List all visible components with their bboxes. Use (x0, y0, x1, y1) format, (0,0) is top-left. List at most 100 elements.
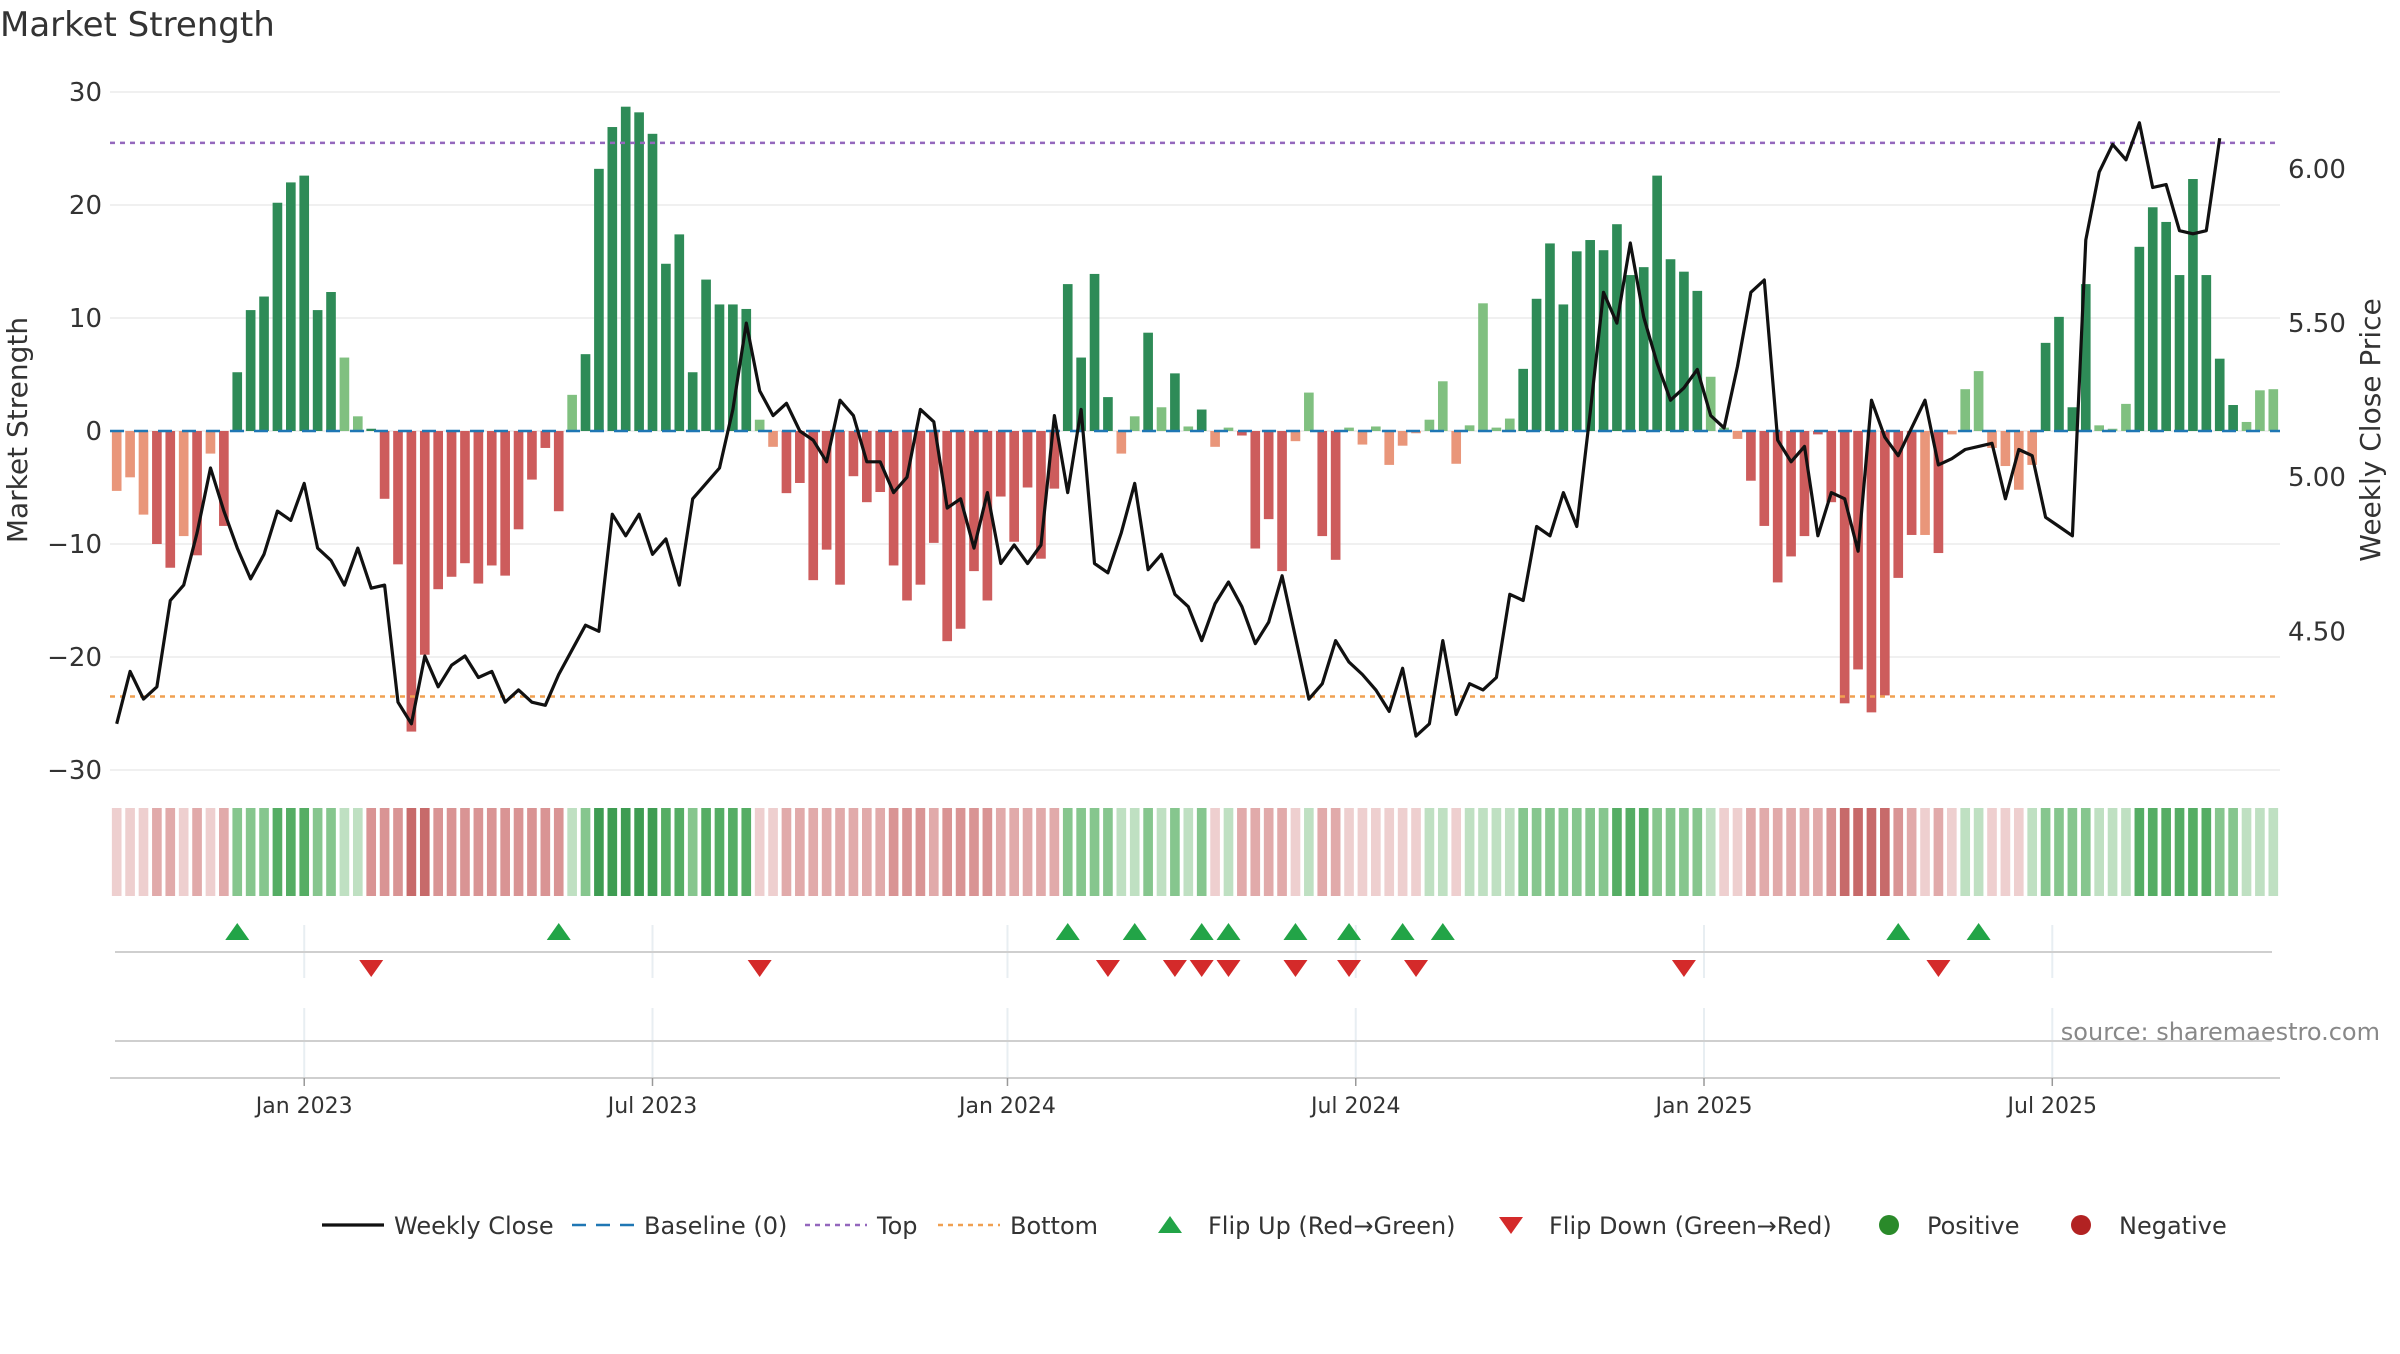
strength-bar (138, 431, 149, 515)
y-axis-label: Market Strength (1, 317, 34, 543)
strength-bar (781, 431, 792, 494)
heat-strip-cell (379, 808, 390, 896)
flip-down-marker (1404, 960, 1429, 977)
strength-bar (1558, 304, 1569, 431)
heat-strip-cell (2241, 808, 2252, 896)
heat-strip-cell (1290, 808, 1301, 896)
heat-strip-cell (513, 808, 524, 896)
heat-strip-cell (1531, 808, 1542, 896)
strength-bar (2013, 431, 2024, 490)
flip-up-marker (1055, 923, 1080, 940)
strength-bar (125, 431, 135, 478)
heat-strip-cell (1451, 808, 1462, 896)
strength-bar (165, 431, 176, 568)
heat-strip-cell (634, 808, 644, 896)
strength-bar (219, 431, 229, 526)
y-tick-label: 10 (69, 304, 102, 334)
heat-strip-cell (1705, 808, 1716, 896)
strength-bar (460, 431, 470, 564)
heat-strip-cell (1946, 808, 1957, 896)
heat-strip-cell (2080, 808, 2091, 896)
strength-bar (674, 234, 685, 431)
strength-bar (1933, 431, 1944, 554)
heat-strip-cell (728, 808, 738, 896)
y2-tick-label: 4.50 (2288, 617, 2346, 647)
strength-bar (1906, 431, 1917, 535)
heat-strip-cell (2094, 808, 2104, 896)
heat-strip-cell (2174, 808, 2185, 896)
heat-strip-cell (1906, 808, 1917, 896)
heat-strip-cell (1652, 808, 1662, 896)
heat-strip-cell (741, 808, 752, 896)
strength-bar (513, 431, 524, 530)
strength-bar (232, 372, 243, 431)
flip-down-marker (1162, 960, 1187, 977)
heat-strip-cell (821, 808, 832, 896)
heat-strip-cell (1518, 808, 1529, 896)
heat-strip-cell (1397, 808, 1408, 896)
heat-strip-cell (1558, 808, 1569, 896)
flip-up-marker (225, 923, 250, 940)
strength-bar (1920, 431, 1930, 535)
heat-strip-cell (111, 808, 122, 896)
heat-strip-cell (406, 808, 417, 896)
heat-strip-cell (232, 808, 243, 896)
heat-strip-cell (1679, 808, 1689, 896)
heat-strip-cell (1893, 808, 1904, 896)
heat-strip-cell (2255, 808, 2265, 896)
legend-dot-icon (2071, 1215, 2091, 1235)
strength-bar (768, 431, 778, 447)
flip-markers (115, 923, 2272, 977)
strength-bar (1210, 431, 1220, 447)
strength-bar (2121, 403, 2131, 431)
weekly-close-line (115, 121, 2222, 738)
strength-bar (1571, 251, 1582, 431)
heat-strip-cell (486, 808, 497, 896)
flip-down-marker (1283, 960, 1308, 977)
strength-bar (1223, 427, 1234, 431)
heat-strip-cell (1839, 808, 1850, 896)
strength-bar (1156, 407, 1167, 431)
heat-strip-cell (674, 808, 685, 896)
heat-strip-cell (661, 808, 671, 896)
heat-strip-cell (1853, 808, 1863, 896)
chart-title: Market Strength (0, 5, 275, 45)
heat-strip-cell (915, 808, 926, 896)
strength-bar (741, 308, 752, 431)
heat-strip-cell (1759, 808, 1770, 896)
strength-bar (486, 431, 497, 566)
strength-bar (1116, 431, 1127, 454)
strength-bar (1946, 431, 1957, 435)
heat-strip-cell (1464, 808, 1475, 896)
strength-bar (259, 296, 269, 431)
strength-bar (379, 431, 390, 499)
strength-bar (2134, 246, 2145, 431)
strength-bar (1049, 431, 1060, 489)
strength-bar (473, 431, 484, 584)
heat-strip-cell (2268, 808, 2279, 896)
heat-strip-cell (1411, 808, 1421, 896)
strength-bar (2000, 431, 2011, 467)
heat-strip-cell (540, 808, 551, 896)
strength-bar (1464, 425, 1475, 431)
strength-bar (1638, 267, 1649, 431)
strength-bar (701, 279, 711, 431)
axis-ticks: 30 20 10 0 −10 −20 −30 6.00 5.50 5.00 4.50 Jan 2023… (47, 78, 2346, 1119)
strength-bar (500, 431, 510, 576)
heat-strip-cell (1987, 808, 1997, 896)
heat-strip-cell (393, 808, 403, 896)
flip-down-marker (359, 960, 384, 977)
strength-bar (1893, 431, 1904, 578)
heat-strip-cell (1210, 808, 1220, 896)
source-note: source: sharemaestro.com (2061, 1018, 2380, 1046)
heat-strip-cell (1156, 808, 1167, 896)
heat-strip-cell (861, 808, 872, 896)
heat-strip-cell (1357, 808, 1368, 896)
strength-bar (1960, 389, 1971, 431)
strength-bar (928, 431, 939, 543)
heat-strip-cell (1571, 808, 1582, 896)
heat-strip-cell (808, 808, 819, 896)
heat-strip-cell (1062, 808, 1073, 896)
heat-strip-cell (178, 808, 189, 896)
strength-bar (620, 106, 631, 431)
